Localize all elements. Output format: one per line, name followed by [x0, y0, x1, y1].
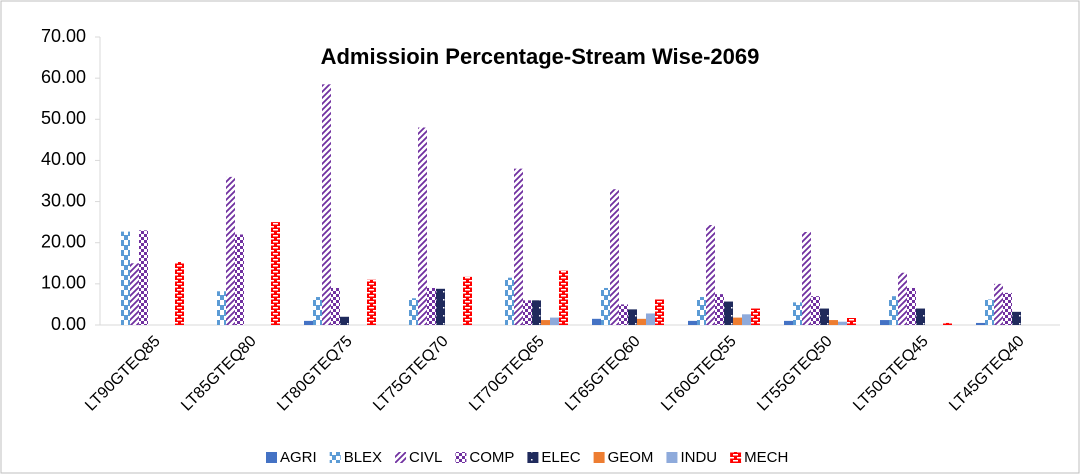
bar [697, 297, 706, 325]
bar [409, 298, 418, 325]
y-tick-label: 70.00 [41, 26, 86, 46]
bar [985, 299, 994, 325]
bar [628, 309, 637, 325]
legend-label: COMP [469, 449, 514, 466]
legend-swatch [730, 452, 742, 463]
legend-label: CIVL [409, 449, 442, 466]
bar [811, 296, 820, 325]
bar [1012, 311, 1021, 325]
bar [898, 272, 907, 325]
bar [226, 176, 235, 325]
y-tick-label: 50.00 [41, 108, 86, 128]
legend-label: BLEX [344, 449, 382, 466]
bar [733, 317, 742, 325]
bar [139, 230, 148, 325]
legend-swatch [455, 452, 467, 463]
bar [532, 300, 541, 325]
bar [121, 231, 130, 325]
y-tick-label: 20.00 [41, 231, 86, 251]
bar [418, 127, 427, 325]
bar [304, 320, 313, 325]
bar [829, 320, 838, 325]
legend-label: INDU [680, 449, 717, 466]
bar [847, 318, 856, 325]
bar [742, 314, 751, 325]
y-tick-label: 0.00 [51, 314, 86, 334]
bar [514, 168, 523, 325]
bar [784, 320, 793, 325]
bar [175, 262, 184, 325]
bar [592, 318, 601, 325]
bar [619, 304, 628, 325]
bar [724, 301, 733, 325]
bar [463, 276, 472, 325]
legend-label: ELEC [541, 449, 580, 466]
bar [943, 322, 952, 325]
bar [976, 322, 985, 325]
bar [907, 287, 916, 325]
bar [331, 287, 340, 325]
legend-label: MECH [744, 449, 788, 466]
y-tick-label: 40.00 [41, 149, 86, 169]
legend-swatch [593, 452, 605, 463]
bar [367, 279, 376, 325]
y-tick-label: 60.00 [41, 67, 86, 87]
legend: AGRI BLEX CIVL COMP ELEC GEOM INDU MECH [266, 449, 788, 466]
bar [322, 84, 331, 325]
bar [217, 291, 226, 325]
bar [646, 313, 655, 325]
bar [802, 232, 811, 325]
bar [601, 287, 610, 325]
bar [715, 294, 724, 325]
bar [436, 288, 445, 325]
bar [235, 234, 244, 325]
bar [688, 320, 697, 325]
bar [706, 225, 715, 325]
bar [610, 189, 619, 325]
bar [271, 222, 280, 325]
legend-swatch [666, 452, 678, 463]
bar [880, 320, 889, 325]
bar [130, 263, 139, 325]
bar [793, 302, 802, 325]
bar [994, 283, 1003, 325]
bar [916, 308, 925, 325]
bar [505, 277, 514, 325]
bar [1003, 292, 1012, 325]
bar [427, 287, 436, 325]
legend-swatch [266, 452, 277, 463]
y-tick-label: 30.00 [41, 190, 86, 210]
legend-swatch [527, 452, 539, 463]
bar [340, 316, 349, 325]
chart-title: Admissioin Percentage-Stream Wise-2069 [321, 44, 760, 69]
legend-label: GEOM [608, 449, 654, 466]
bar [820, 308, 829, 325]
bar [541, 320, 550, 325]
legend-swatch [395, 452, 407, 463]
legend-label: AGRI [280, 449, 317, 466]
legend-swatch [329, 452, 341, 463]
bar [637, 318, 646, 325]
bar [313, 297, 322, 325]
bar [751, 308, 760, 325]
bar [523, 300, 532, 325]
bar [889, 296, 898, 325]
y-tick-label: 10.00 [41, 273, 86, 293]
bar [559, 270, 568, 325]
bar [550, 317, 559, 325]
bar [838, 321, 847, 325]
bar [655, 299, 664, 325]
